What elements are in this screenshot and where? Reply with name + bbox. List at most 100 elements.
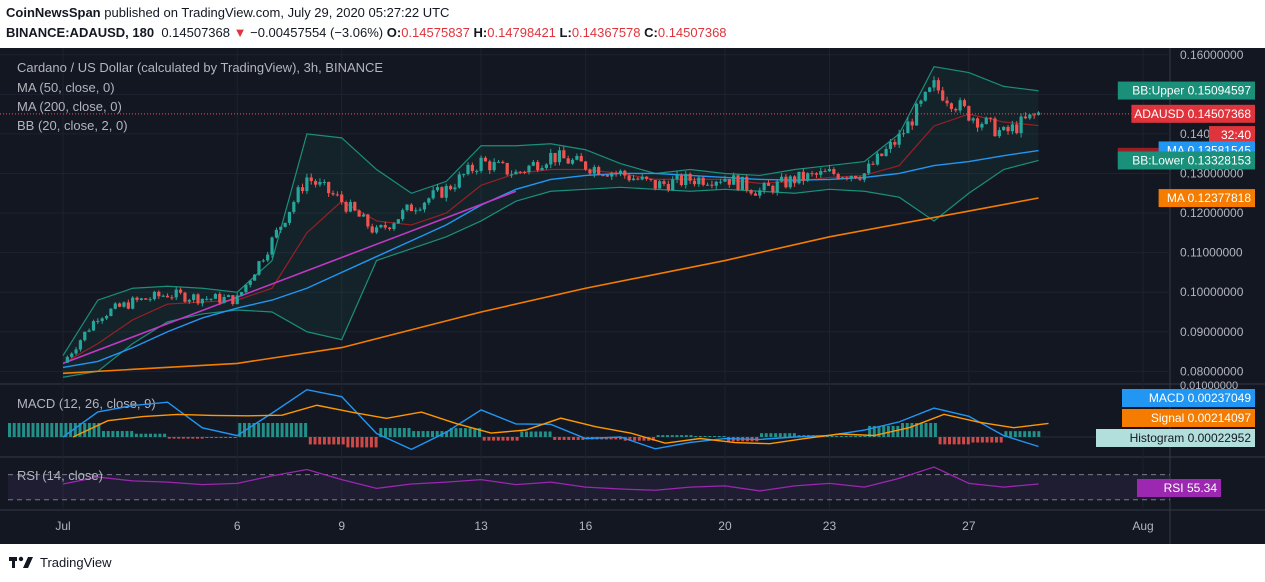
price-axis-label-name: BB:Lower (1132, 153, 1187, 167)
price-axis-label-bg (1117, 151, 1255, 170)
candle-body (122, 302, 126, 307)
chart-title: Cardano / US Dollar (calculated by Tradi… (17, 60, 383, 75)
macd-histogram-bar (379, 427, 383, 437)
macd-histogram-bar (92, 423, 96, 437)
candle-body (453, 187, 457, 190)
candle-body (257, 261, 261, 275)
candle-body (832, 169, 836, 174)
x-tick-label: 9 (338, 519, 345, 533)
macd-histogram-bar (670, 435, 674, 437)
candle-body (431, 190, 435, 199)
macd-histogram-bar (915, 423, 919, 437)
candle-body (1023, 116, 1028, 119)
indicator-legend-item: MA (50, close, 0) (17, 80, 115, 95)
candle-body (601, 174, 605, 176)
candle-body (427, 198, 431, 203)
rsi-legend: RSI (14, close) (17, 468, 103, 483)
trading-chart[interactable]: Jul691316202327Aug0.160000000.150000000.… (0, 48, 1265, 544)
candle-body (462, 174, 466, 176)
candlesticks (65, 76, 1041, 363)
candle-body (975, 118, 980, 128)
macd-histogram-bar (369, 437, 373, 448)
candle-body (888, 142, 893, 150)
macd-histogram-bar (901, 423, 904, 437)
candle-body (570, 159, 575, 164)
macd-histogram-bar (557, 437, 561, 440)
price-axis-label: BB:Lower 0.13328153 (1132, 153, 1251, 167)
candle-body (531, 162, 535, 166)
y-tick-label: 0.13000000 (1180, 166, 1244, 180)
candle-body (401, 210, 405, 220)
candle-body (374, 227, 379, 233)
macd-histogram-bar (666, 435, 669, 437)
chart-canvas[interactable]: Jul691316202327Aug0.160000000.150000000.… (0, 48, 1265, 544)
ma50-line (62, 149, 1039, 369)
macd-histogram-bar (55, 423, 58, 437)
candle-body (518, 171, 522, 173)
x-tick-label: 6 (234, 519, 241, 533)
bollinger-band-fill (63, 66, 1039, 378)
candle-body (113, 303, 117, 309)
macd-histogram-bar (22, 423, 26, 437)
macd-histogram-bar (219, 437, 223, 438)
macd-histogram-bar (637, 437, 641, 441)
macd-histogram-bar (999, 437, 1003, 443)
macd-histogram-bar (863, 436, 867, 437)
candle-body (200, 298, 204, 304)
macd-histogram-bar (543, 431, 547, 437)
candle-body (784, 176, 788, 188)
macd-histogram-bar (205, 437, 209, 438)
macd-histogram-bar (106, 431, 110, 437)
candle-body (261, 260, 265, 262)
candle-body (313, 181, 318, 185)
candle-body (239, 292, 244, 296)
macd-histogram-bar (948, 437, 951, 445)
signal-axis-label: Signal 0.00214097 (1151, 411, 1251, 425)
candle-body (814, 173, 819, 175)
y-tick-label: 0.08000000 (1180, 364, 1244, 378)
macd-histogram-bar (990, 437, 994, 443)
candle-body (248, 280, 252, 285)
macd-histogram-bar (656, 435, 660, 437)
macd-histogram-bar (243, 423, 246, 437)
macd-histogram-bar (346, 437, 350, 448)
candle-body (353, 202, 357, 211)
candle-body (810, 173, 814, 175)
candle-body (584, 161, 588, 170)
price-axis-label-bg (1158, 189, 1255, 208)
candle-body (923, 91, 927, 101)
macd-histogram-bar (78, 423, 82, 437)
candle-body (679, 174, 684, 186)
candle-body (388, 227, 392, 229)
candle-body (231, 295, 235, 305)
macd-histogram-bar (224, 437, 228, 438)
macd-histogram-bar (459, 428, 463, 437)
candle-body (161, 295, 165, 297)
candle-body (579, 156, 583, 162)
macd-histogram-bar (285, 423, 289, 437)
candle-body (862, 173, 866, 180)
x-tick-label: 16 (579, 519, 593, 533)
macd-histogram-bar (938, 437, 942, 445)
macd-histogram-bar (774, 433, 778, 437)
candle-body (409, 204, 413, 212)
candle-body (178, 289, 183, 293)
candle-body (335, 194, 339, 196)
macd-histogram-bar (351, 437, 355, 448)
macd-histogram-bar (952, 437, 956, 445)
indicator-legend-item: MA (200, close, 0) (17, 99, 122, 114)
candle-body (592, 167, 596, 174)
macd-histogram-bar (548, 431, 552, 437)
rsi-axis-label: RSI 55.34 (1164, 481, 1218, 495)
macd-histogram-bar (1032, 431, 1036, 437)
candle-body (662, 181, 666, 184)
candle-body (104, 315, 109, 319)
candle-body (771, 185, 775, 193)
candle-body (483, 157, 488, 162)
macd-histogram-bar (1013, 431, 1017, 437)
candle-body (1006, 126, 1010, 132)
tradingview-logo[interactable]: TradingView (8, 554, 112, 570)
candle-body (470, 164, 474, 172)
macd-histogram-bar (45, 423, 49, 437)
candle-body (327, 181, 331, 194)
